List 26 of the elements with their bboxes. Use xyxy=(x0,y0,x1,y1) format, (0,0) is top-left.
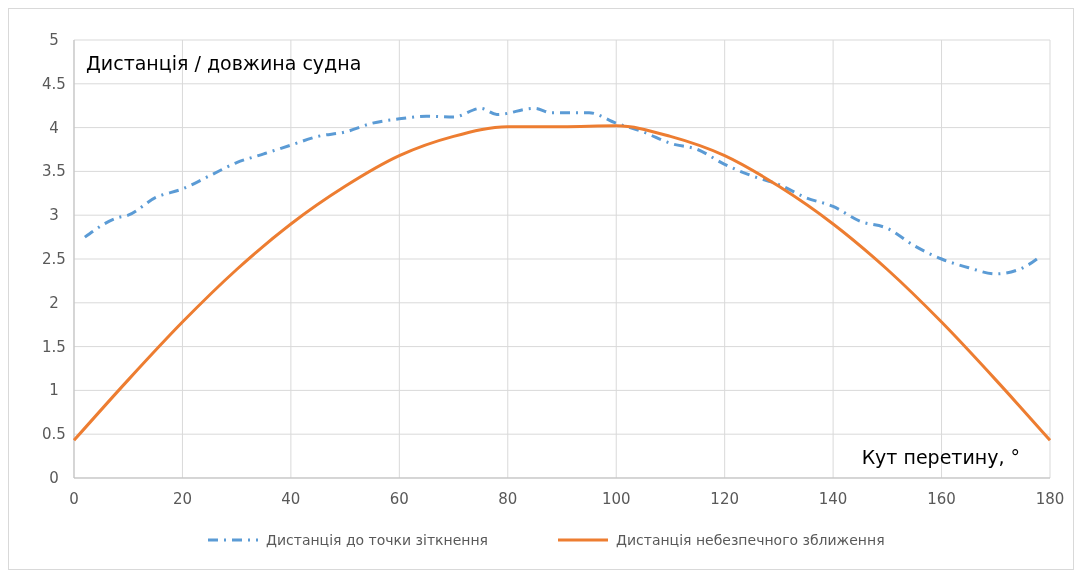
legend-label: Дистанція до точки зіткнення xyxy=(266,532,489,548)
y-tick-label: 1 xyxy=(49,381,59,400)
y-tick-label: 0 xyxy=(49,469,59,487)
y-axis-title: Дистанція / довжина судна xyxy=(86,52,362,74)
y-tick-label: 1.5 xyxy=(42,337,66,356)
x-axis-title: Кут перетину, ° xyxy=(861,446,1020,468)
y-tick-label: 2.5 xyxy=(42,250,66,268)
x-tick-label: 60 xyxy=(389,490,409,508)
x-tick-label: 180 xyxy=(1035,490,1065,508)
y-tick-label: 4 xyxy=(49,118,59,137)
x-tick-label: 140 xyxy=(818,490,848,508)
x-tick-label: 0 xyxy=(69,490,79,508)
x-tick-label: 80 xyxy=(498,490,518,508)
y-tick-label: 3.5 xyxy=(42,162,66,181)
x-tick-label: 40 xyxy=(281,490,301,508)
y-tick-label: 0.5 xyxy=(42,425,66,444)
y-tick-label: 3 xyxy=(49,206,59,225)
x-tick-label: 160 xyxy=(927,490,956,508)
y-tick-label: 5 xyxy=(49,31,59,49)
x-tick-label: 120 xyxy=(710,490,739,508)
x-tick-label: 20 xyxy=(172,490,192,508)
y-tick-label: 2 xyxy=(49,293,59,312)
x-tick-label: 100 xyxy=(601,490,631,508)
line-series xyxy=(72,124,1052,442)
y-tick-label: 4.5 xyxy=(42,74,66,93)
legend-label: Дистанція небезпечного зближення xyxy=(616,532,885,548)
